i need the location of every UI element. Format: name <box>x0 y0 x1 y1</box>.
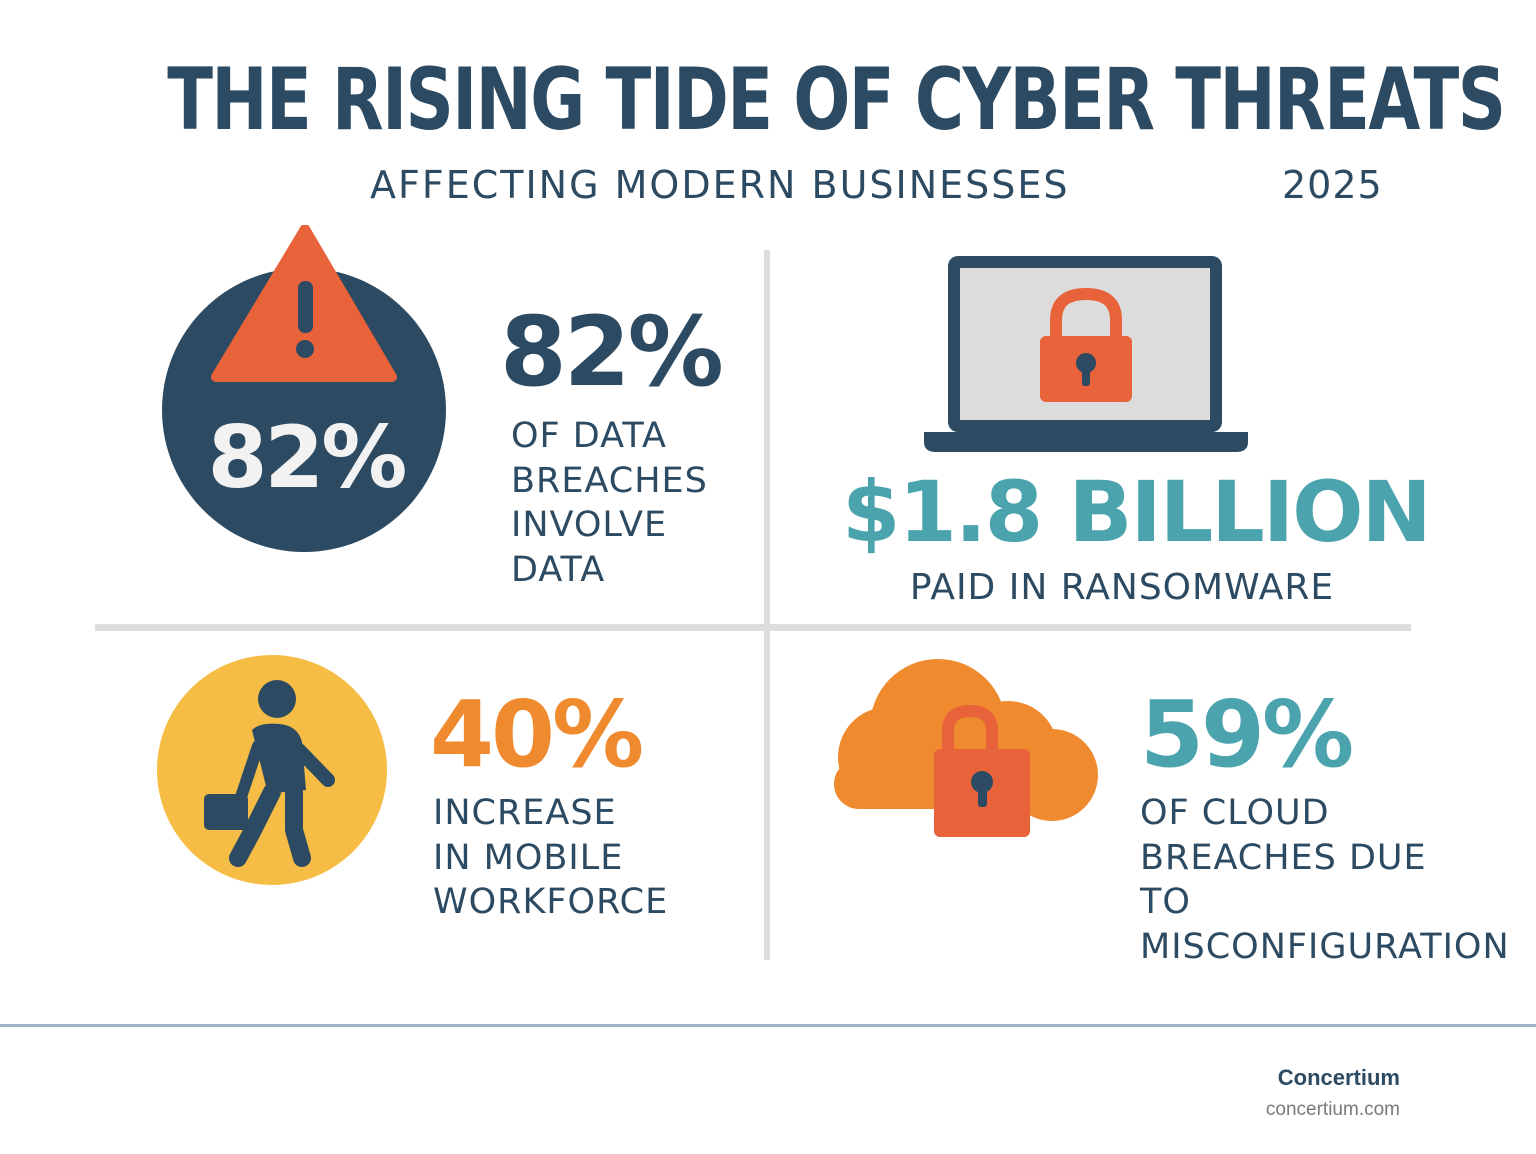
page-subtitle: AFFECTING MODERN BUSINESSES <box>370 163 1070 207</box>
warning-icon-label: 82% <box>208 408 406 508</box>
stat-value: 82% <box>500 296 724 408</box>
laptop-lock-icon <box>924 256 1248 452</box>
stat-description: OF CLOUD BREACHES DUE TO MISCONFIGURATIO… <box>1140 793 1510 967</box>
stat-value: $1.8 BILLION <box>842 463 1432 561</box>
page-title: THE RISING TIDE OF CYBER THREATS <box>167 50 1506 150</box>
cloud-lock-icon <box>834 659 1098 837</box>
warning-icon: 82% <box>162 225 446 552</box>
year-label: 2025 <box>1282 163 1383 207</box>
vertical-divider <box>764 250 770 960</box>
stat-description: INCREASE IN MOBILE WORKFORCE <box>433 793 669 922</box>
stat-description: OF DATA BREACHES INVOLVE DATA <box>511 416 708 590</box>
brand-name: Concertium <box>1277 1065 1400 1090</box>
stat-value: 40% <box>430 681 644 788</box>
brand-url[interactable]: concertium.com <box>1265 1099 1400 1120</box>
stat-value: 59% <box>1140 681 1354 788</box>
horizontal-divider <box>95 624 1411 631</box>
footer-divider <box>0 1024 1536 1027</box>
walking-person-briefcase-icon <box>157 655 387 885</box>
stat-description: PAID IN RANSOMWARE <box>909 567 1335 608</box>
